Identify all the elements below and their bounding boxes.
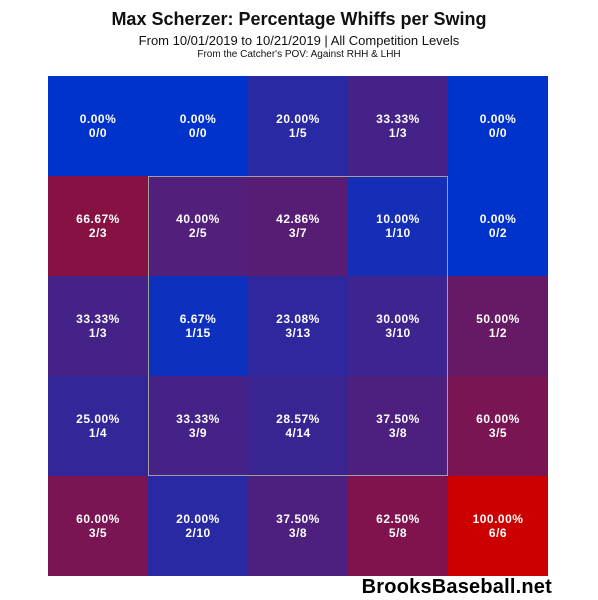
cell-fraction: 2/3 — [88, 226, 108, 240]
heatmap-cell: 62.50% 5/8 — [348, 476, 448, 576]
cell-percentage: 60.00% — [76, 512, 120, 526]
cell-percentage: 42.86% — [276, 212, 320, 226]
cell-fraction: 5/8 — [388, 526, 408, 540]
cell-fraction: 1/3 — [388, 126, 408, 140]
heatmap-cell: 30.00% 3/10 — [348, 276, 448, 376]
cell-percentage: 30.00% — [376, 312, 420, 326]
heatmap-cell: 66.67% 2/3 — [48, 176, 148, 276]
cell-percentage: 37.50% — [276, 512, 320, 526]
chart-pov-note: From the Catcher's POV: Against RHH & LH… — [197, 49, 401, 60]
cell-percentage: 33.33% — [376, 112, 420, 126]
heatmap-cell: 60.00% 3/5 — [448, 376, 548, 476]
cell-fraction: 6/6 — [488, 526, 508, 540]
cell-fraction: 0/0 — [188, 126, 208, 140]
heatmap-cell: 10.00% 1/10 — [348, 176, 448, 276]
cell-percentage: 0.00% — [479, 112, 517, 126]
heatmap-cell: 0.00% 0/0 — [148, 76, 248, 176]
cell-fraction: 1/4 — [88, 426, 108, 440]
heatmap-cell: 28.57% 4/14 — [248, 376, 348, 476]
cell-fraction: 2/5 — [188, 226, 208, 240]
heatmap-cell: 20.00% 1/5 — [248, 76, 348, 176]
cell-percentage: 10.00% — [376, 212, 420, 226]
cell-fraction: 3/8 — [288, 526, 308, 540]
cell-fraction: 1/2 — [488, 326, 508, 340]
heatmap-cell: 25.00% 1/4 — [48, 376, 148, 476]
cell-fraction: 0/0 — [488, 126, 508, 140]
cell-percentage: 33.33% — [176, 412, 220, 426]
heatmap-cell: 0.00% 0/0 — [48, 76, 148, 176]
cell-percentage: 25.00% — [76, 412, 120, 426]
heatmap-cell: 37.50% 3/8 — [348, 376, 448, 476]
heatmap-cell: 33.33% 1/3 — [48, 276, 148, 376]
heatmap-cell: 6.67% 1/15 — [148, 276, 248, 376]
heatmap-cell: 0.00% 0/0 — [448, 76, 548, 176]
cell-fraction: 3/10 — [385, 326, 411, 340]
cell-percentage: 20.00% — [276, 112, 320, 126]
cell-percentage: 62.50% — [376, 512, 420, 526]
heatmap-cell: 40.00% 2/5 — [148, 176, 248, 276]
cell-percentage: 0.00% — [79, 112, 117, 126]
cell-fraction: 1/3 — [88, 326, 108, 340]
cell-fraction: 2/10 — [185, 526, 211, 540]
cell-fraction: 1/10 — [385, 226, 411, 240]
heatmap-cell: 60.00% 3/5 — [48, 476, 148, 576]
cell-fraction: 1/5 — [288, 126, 308, 140]
chart-title: Max Scherzer: Percentage Whiffs per Swin… — [111, 9, 487, 29]
cell-percentage: 60.00% — [476, 412, 520, 426]
heatmap-grid: 0.00% 0/0 0.00% 0/0 20.00% 1/5 33.33% 1/3 0.00% 0… — [48, 76, 548, 576]
cell-percentage: 23.08% — [276, 312, 320, 326]
heatmap-cell: 42.86% 3/7 — [248, 176, 348, 276]
cell-percentage: 40.00% — [176, 212, 220, 226]
cell-percentage: 50.00% — [476, 312, 520, 326]
cell-fraction: 3/13 — [285, 326, 311, 340]
chart-subtitle: From 10/01/2019 to 10/21/2019 | All Comp… — [138, 33, 460, 48]
cell-percentage: 100.00% — [472, 512, 524, 526]
cell-fraction: 3/5 — [88, 526, 108, 540]
cell-percentage: 0.00% — [179, 112, 217, 126]
cell-fraction: 3/8 — [388, 426, 408, 440]
heatmap-cell: 100.00% 6/6 — [448, 476, 548, 576]
heatmap-cell: 0.00% 0/2 — [448, 176, 548, 276]
cell-percentage: 66.67% — [76, 212, 120, 226]
cell-percentage: 28.57% — [276, 412, 320, 426]
cell-fraction: 0/0 — [88, 126, 108, 140]
cell-fraction: 3/7 — [288, 226, 308, 240]
cell-percentage: 33.33% — [76, 312, 120, 326]
watermark: BrooksBaseball.net — [361, 576, 552, 598]
cell-fraction: 0/2 — [488, 226, 508, 240]
heatmap-cell: 50.00% 1/2 — [448, 276, 548, 376]
heatmap-cell: 20.00% 2/10 — [148, 476, 248, 576]
cell-fraction: 3/9 — [188, 426, 208, 440]
cell-fraction: 1/15 — [185, 326, 211, 340]
cell-fraction: 4/14 — [285, 426, 311, 440]
cell-percentage: 6.67% — [179, 312, 217, 326]
heatmap-cell: 23.08% 3/13 — [248, 276, 348, 376]
cell-percentage: 0.00% — [479, 212, 517, 226]
cell-fraction: 3/5 — [488, 426, 508, 440]
heatmap-cell: 33.33% 1/3 — [348, 76, 448, 176]
heatmap-cell: 33.33% 3/9 — [148, 376, 248, 476]
cell-percentage: 20.00% — [176, 512, 220, 526]
cell-percentage: 37.50% — [376, 412, 420, 426]
heatmap-cell: 37.50% 3/8 — [248, 476, 348, 576]
